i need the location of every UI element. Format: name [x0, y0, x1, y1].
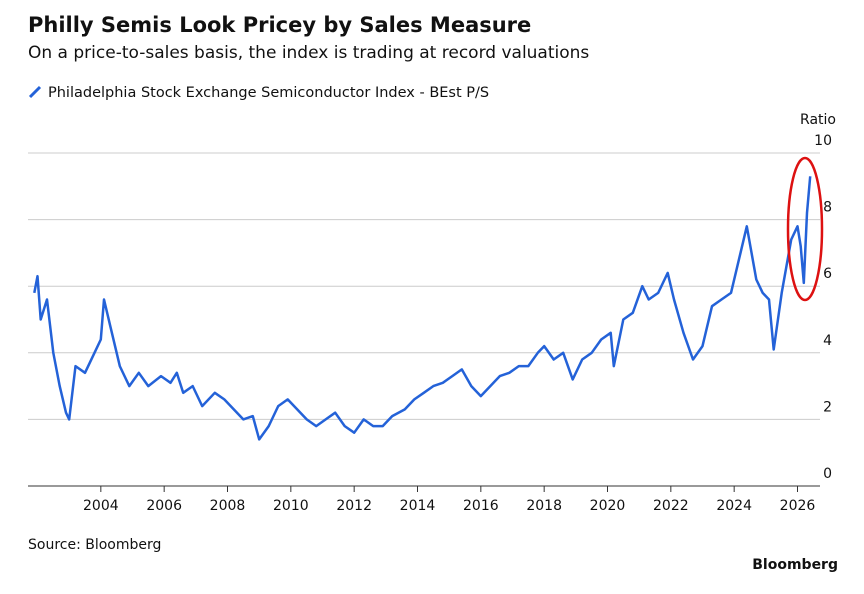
x-tick-label: 2014	[400, 498, 436, 514]
x-tick-label: 2006	[146, 498, 182, 514]
y-tick-label: 2	[823, 399, 832, 415]
chart-subtitle: On a price-to-sales basis, the index is …	[28, 43, 589, 63]
highlight-ellipse	[786, 156, 824, 302]
x-tick-label: 2012	[336, 498, 372, 514]
brand: Bloomberg	[752, 557, 838, 573]
x-tick-label: 2018	[526, 498, 562, 514]
x-tick-label: 2016	[463, 498, 499, 514]
y-tick-label: 8	[823, 200, 832, 216]
source: Source: Bloomberg	[28, 537, 161, 553]
x-tick-label: 2020	[590, 498, 626, 514]
y-tick-label: 6	[823, 266, 832, 282]
x-tick-label: 2026	[780, 498, 816, 514]
x-tick-label: 2024	[716, 498, 752, 514]
legend-swatch	[28, 85, 42, 99]
legend-label: Philadelphia Stock Exchange Semiconducto…	[48, 85, 489, 101]
y-tick-label: 0	[823, 466, 832, 482]
chart-title: Philly Semis Look Pricey by Sales Measur…	[28, 13, 531, 37]
x-tick-label: 2010	[273, 498, 309, 514]
y-axis-label: Ratio	[800, 112, 836, 128]
y-tick-label: 10	[814, 133, 832, 149]
data-line	[33, 176, 812, 441]
y-tick-label: 4	[823, 333, 832, 349]
x-tick-label: 2004	[83, 498, 119, 514]
x-tick-label: 2022	[653, 498, 689, 514]
x-tick-label: 2008	[210, 498, 246, 514]
